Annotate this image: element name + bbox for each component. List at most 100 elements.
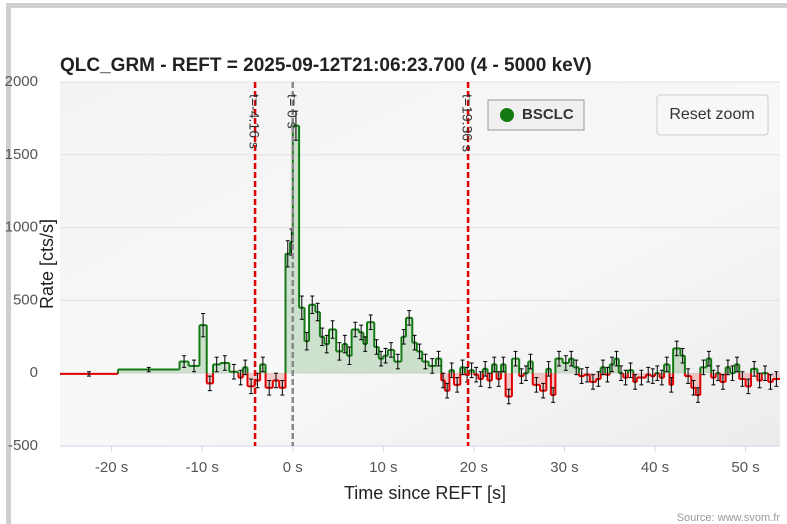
error-bar [182, 355, 187, 368]
error-bar [342, 334, 347, 354]
error-bar [285, 240, 290, 268]
error-bar [436, 350, 441, 367]
error-bar [655, 365, 660, 381]
frame-left [6, 3, 11, 524]
x-axis-title: Time since REFT [s] [344, 483, 506, 503]
area-fill [309, 304, 316, 374]
error-bar [383, 347, 388, 364]
area-fill [405, 317, 413, 374]
error-bar [445, 382, 450, 399]
error-bar [715, 365, 720, 381]
area-fill [383, 355, 388, 374]
area-fill [358, 332, 364, 374]
error-bar [417, 343, 422, 360]
error-bar [238, 369, 243, 386]
error-bar [310, 295, 315, 315]
error-bar [469, 362, 474, 379]
plot-line-label: t=19.36 s [460, 94, 476, 152]
error-bar [669, 377, 674, 393]
error-bar [487, 372, 492, 389]
error-bar [412, 334, 417, 351]
reset-zoom-button[interactable]: Reset zoom [656, 94, 769, 136]
error-bar [574, 359, 579, 376]
error-bar [474, 366, 479, 383]
legend[interactable]: BSCLC [487, 99, 585, 131]
error-bar [680, 347, 685, 364]
error-bar [585, 366, 590, 383]
area-fill [387, 349, 395, 374]
area-fill [290, 242, 293, 374]
error-bar [551, 387, 556, 403]
error-bar [192, 359, 197, 373]
x-tick-label: 40 s [641, 459, 669, 476]
error-bar [496, 371, 501, 387]
error-bar [260, 356, 265, 373]
area-fill [680, 355, 685, 374]
x-tick-label: 20 s [460, 459, 488, 476]
y-tick-label: 500 [13, 291, 38, 308]
error-bar [293, 110, 298, 141]
error-bar [600, 359, 605, 376]
area-fill [412, 342, 417, 374]
area-fill [336, 351, 343, 374]
error-bar [280, 379, 285, 396]
error-bar [557, 350, 562, 367]
error-bar [711, 369, 716, 386]
error-bar [757, 372, 762, 389]
plot-line-label: t= 0 s [284, 94, 300, 129]
error-bar [299, 295, 304, 320]
error-bar [407, 310, 412, 326]
error-bar [353, 321, 358, 338]
axes: -500 0 500 1000 1500 2000 -20 s -10 s 0 s 10 s 20 … [5, 73, 780, 476]
area-fill [199, 325, 207, 374]
error-bar [730, 365, 735, 381]
error-bar [374, 339, 379, 355]
error-bar [455, 377, 460, 393]
error-bar [534, 377, 539, 393]
plot-line-label: t=-4.16 s [247, 94, 263, 149]
y-tick-label: 1500 [5, 146, 38, 163]
error-bar [659, 369, 664, 386]
area-fill [319, 336, 325, 374]
area-fill [328, 329, 337, 374]
area-fill [292, 125, 300, 374]
error-bar [501, 356, 506, 373]
error-bar [541, 382, 546, 399]
error-bar [633, 374, 638, 390]
error-bar [359, 324, 364, 341]
area-fill [673, 348, 681, 374]
error-bar [619, 365, 624, 381]
y-tick-label: -500 [8, 437, 38, 454]
chart-title: QLC_GRM - REFT = 2025-09-12T21:06:23.700… [60, 55, 592, 76]
area-fill [285, 253, 291, 374]
error-bar [86, 371, 91, 377]
area-fill [351, 329, 359, 374]
error-bar [441, 372, 446, 389]
y-axis-title: Rate [cts/s] [37, 219, 57, 309]
area-fill [540, 373, 547, 391]
x-tick-label: 50 s [731, 459, 759, 476]
y-tick-label: 1000 [5, 219, 38, 236]
error-bar [363, 336, 368, 352]
error-bar [214, 356, 219, 373]
error-bar [249, 378, 254, 395]
error-bar [379, 350, 384, 367]
error-bar [696, 387, 701, 403]
error-bar [614, 350, 619, 367]
error-bar [315, 302, 320, 322]
error-bar [605, 366, 610, 383]
error-bar [628, 362, 633, 379]
error-bar [563, 355, 568, 371]
area-fill [315, 312, 320, 374]
error-bar [579, 368, 584, 384]
error-bar [569, 350, 574, 367]
error-bar [674, 340, 679, 357]
plot-area [60, 110, 780, 405]
legend-box [487, 99, 585, 131]
error-bar [528, 353, 533, 370]
error-bar [449, 362, 454, 379]
y-tick-label: 0 [30, 364, 38, 381]
button-label: Reset zoom [669, 106, 754, 123]
area-fill [374, 346, 379, 374]
